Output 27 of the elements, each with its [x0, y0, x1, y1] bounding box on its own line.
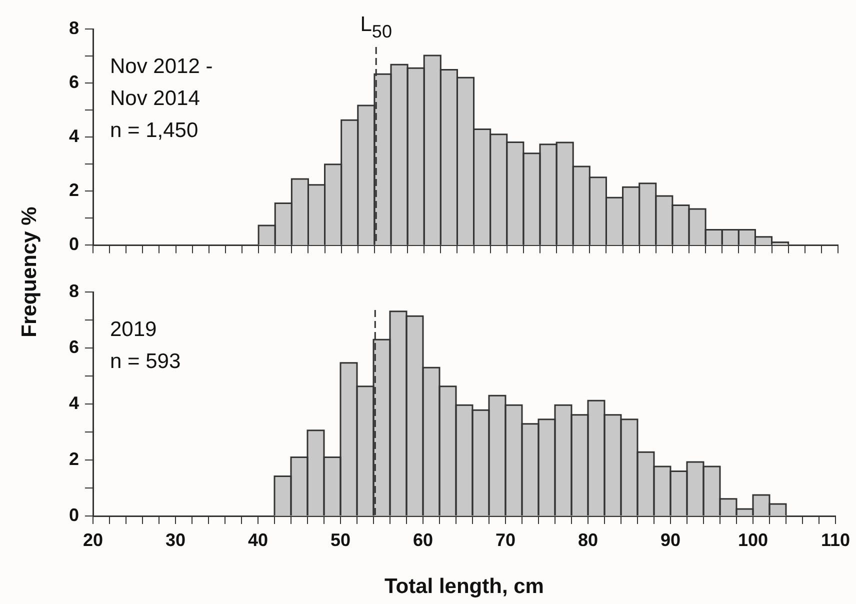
y-tick-label: 0	[68, 504, 79, 525]
annotation: Nov 2012 -	[110, 54, 213, 78]
x-axis-title: Total length, cm	[384, 575, 544, 598]
annotation: Nov 2014	[110, 86, 200, 110]
x-tick-label: 110	[820, 530, 850, 550]
x-tick-label: 70	[495, 530, 516, 550]
x-tick-label: 40	[248, 530, 268, 550]
x-tick-label: 50	[330, 530, 351, 550]
annotation: 2019	[110, 318, 157, 341]
y-tick-label: 8	[68, 280, 79, 301]
x-tick-label: 80	[578, 530, 598, 550]
y-axis-title: Frequency %	[18, 206, 42, 338]
y-tick-label: 6	[68, 336, 79, 357]
y-tick-label: 4	[68, 392, 79, 413]
y-tick-label: 8	[68, 18, 79, 38]
x-tick-label: 20	[82, 530, 104, 550]
y-tick-label: 2	[68, 448, 79, 469]
y-tick-label: 4	[68, 126, 79, 146]
annotation: n = 593	[110, 350, 181, 373]
x-tick-label: 100	[738, 530, 768, 550]
x-tick-label: 60	[412, 530, 434, 550]
annotation: n = 1,450	[110, 118, 198, 142]
y-tick-label: 6	[68, 72, 79, 92]
x-tick-label: 90	[660, 530, 680, 550]
x-tick-label: 30	[165, 530, 186, 550]
y-tick-label: 0	[68, 234, 79, 254]
y-tick-label: 2	[68, 180, 79, 200]
